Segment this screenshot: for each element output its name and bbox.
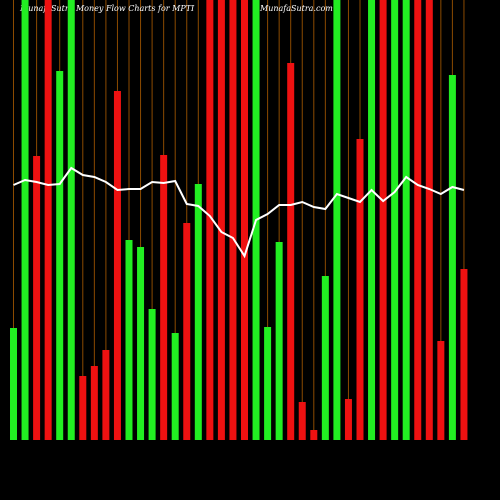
bar: [67, 0, 75, 440]
bar: [33, 156, 41, 440]
bar: [125, 240, 133, 440]
bar: [79, 376, 87, 440]
bar: [275, 242, 283, 440]
bar: [229, 0, 237, 440]
bar: [460, 269, 468, 440]
bar: [287, 63, 295, 440]
bar: [102, 350, 110, 440]
bar: [194, 184, 202, 440]
bar: [206, 0, 214, 440]
bar: [310, 430, 318, 440]
bar: [414, 0, 422, 440]
bar: [264, 327, 272, 440]
bar: [171, 333, 179, 440]
bar: [448, 75, 456, 440]
bar: [379, 0, 387, 440]
bar: [148, 309, 156, 440]
chart-subtitle: MunafaSutra.com: [259, 4, 333, 13]
chart-title: MunafaSutra Money Flow Charts for MPTI: [19, 4, 195, 13]
bar: [391, 0, 399, 440]
bar: [344, 399, 352, 440]
bar: [321, 276, 329, 440]
bar: [183, 223, 191, 440]
bar: [90, 366, 98, 440]
bar: [356, 139, 364, 440]
bar: [21, 0, 29, 440]
money-flow-line: [13, 166, 465, 259]
bar: [333, 0, 341, 440]
bar: [437, 341, 445, 440]
bar: [368, 0, 376, 440]
bar: [425, 0, 433, 440]
bar: [402, 0, 410, 440]
bar: [44, 0, 52, 440]
bar: [241, 0, 248, 440]
bar: [113, 91, 121, 440]
bar: [160, 155, 168, 440]
bar: [137, 247, 145, 440]
bar: [298, 402, 306, 440]
bar: [217, 0, 225, 440]
bar: [56, 71, 64, 440]
bar: [10, 328, 17, 440]
